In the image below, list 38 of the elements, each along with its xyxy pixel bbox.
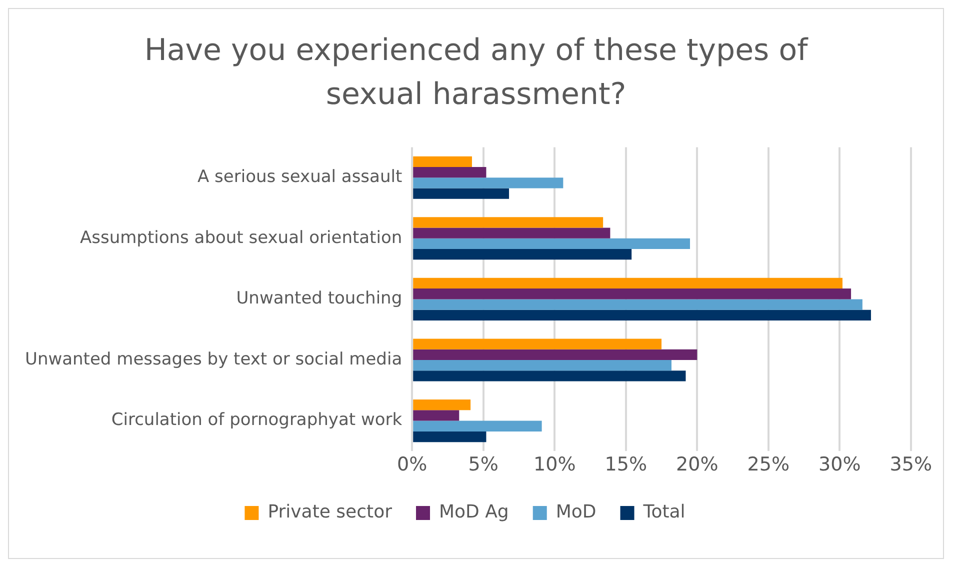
chart-title: Have you experienced any of these types of sexual harassment? <box>143 32 810 114</box>
bar <box>413 370 686 382</box>
x-tick-label: 15% <box>604 454 647 476</box>
bar <box>413 228 610 238</box>
bar <box>413 178 564 188</box>
x-tick-label: 25% <box>747 454 790 476</box>
bar <box>413 338 662 350</box>
legend-label: MoD <box>556 502 596 523</box>
bar <box>413 431 486 442</box>
x-tick-label: 10% <box>534 454 576 476</box>
bar <box>413 299 862 310</box>
x-tick-label: 30% <box>818 454 861 476</box>
bar <box>413 188 510 199</box>
y-tick-label: Unwanted touching <box>236 288 402 309</box>
bar <box>413 360 672 371</box>
legend-label: Total <box>642 502 686 523</box>
x-tick-label: 5% <box>468 454 498 476</box>
y-tick-label: A serious sexual assault <box>198 167 402 188</box>
bar <box>413 238 690 250</box>
x-tick-label: 35% <box>890 454 932 476</box>
bar <box>413 410 460 421</box>
bar <box>413 156 472 167</box>
bar <box>413 217 604 228</box>
bar <box>413 166 486 178</box>
y-tick-label: Circulation of pornographyat work <box>111 410 402 430</box>
bar <box>413 249 632 260</box>
legend-label: MoD Ag <box>438 502 509 523</box>
bar <box>413 400 471 410</box>
y-tick-label: Unwanted messages by text or social media <box>24 349 402 370</box>
bar <box>413 278 842 289</box>
bar <box>413 420 542 432</box>
x-tick-label: 0% <box>397 454 428 476</box>
x-tick-label: 20% <box>676 454 718 476</box>
y-tick-label: Assumptions about sexual orientation <box>80 228 402 248</box>
bar <box>413 349 698 360</box>
bar <box>413 288 852 300</box>
legend-label: Private sector <box>268 502 393 523</box>
bar <box>413 310 871 320</box>
